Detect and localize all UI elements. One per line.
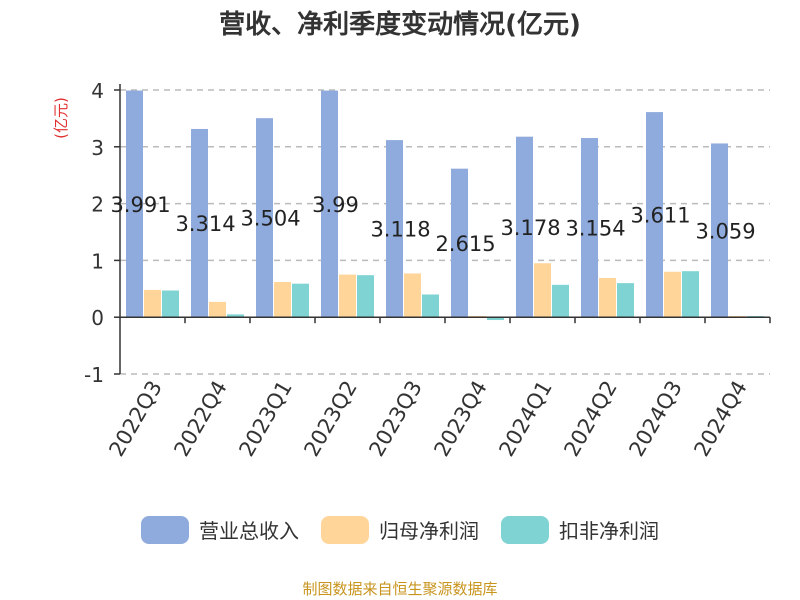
legend-swatch — [141, 515, 189, 544]
bar-revenue — [386, 140, 403, 318]
x-tick-label: 2024Q4 — [689, 377, 751, 461]
y-tick-label: 3 — [91, 136, 104, 160]
x-tick-label: 2023Q1 — [234, 377, 296, 461]
bar-net-profit — [404, 273, 421, 318]
data-label-revenue: 2.615 — [435, 232, 495, 256]
bar-net-profit — [534, 263, 551, 318]
legend: 营业总收入 归母净利润 扣非净利润 — [0, 515, 800, 544]
bar-revenue — [191, 128, 208, 318]
bar-revenue — [126, 90, 143, 318]
data-label-revenue: 3.504 — [240, 207, 300, 231]
bar-deducted-net-profit — [292, 283, 309, 318]
legend-label: 扣非净利润 — [559, 519, 659, 543]
x-tick-label: 2024Q3 — [624, 377, 686, 461]
legend-item[interactable]: 营业总收入 — [141, 515, 299, 544]
x-tick-label: 2023Q3 — [364, 377, 426, 461]
bar-net-profit — [339, 274, 356, 318]
legend-item[interactable]: 扣非净利润 — [501, 515, 659, 544]
bar-revenue — [646, 112, 663, 318]
bar-deducted-net-profit — [227, 314, 244, 318]
x-tick-label: 2024Q1 — [494, 377, 556, 461]
x-tick-label: 2023Q4 — [429, 377, 491, 461]
y-axis-title: (亿元) — [52, 97, 70, 139]
legend-label: 营业总收入 — [199, 519, 299, 543]
bars — [126, 90, 764, 321]
bar-net-profit — [599, 278, 616, 318]
legend-swatch — [321, 515, 369, 544]
bar-revenue — [451, 168, 468, 318]
bar-deducted-net-profit — [162, 290, 179, 318]
x-tick-label: 2023Q2 — [299, 377, 361, 461]
bar-revenue — [581, 138, 598, 318]
data-label-revenue: 3.611 — [630, 204, 690, 228]
y-tick-label: 2 — [91, 193, 104, 217]
data-label-revenue: 3.178 — [500, 216, 560, 240]
x-tick-label: 2022Q3 — [104, 377, 166, 461]
data-label-revenue: 3.118 — [370, 218, 430, 242]
bar-deducted-net-profit — [682, 271, 699, 318]
data-label-revenue: 3.991 — [110, 193, 170, 217]
y-tick-label: 0 — [91, 306, 104, 330]
bar-net-profit — [209, 301, 226, 318]
bar-deducted-net-profit — [422, 294, 439, 318]
y-tick-label: 1 — [91, 249, 104, 273]
bar-deducted-net-profit — [552, 284, 569, 318]
legend-item[interactable]: 归母净利润 — [321, 515, 479, 544]
bar-deducted-net-profit — [487, 317, 504, 321]
source-note: 制图数据来自恒生聚源数据库 — [302, 580, 498, 598]
bar-revenue — [256, 118, 273, 318]
legend-label: 归母净利润 — [379, 519, 479, 543]
bar-deducted-net-profit — [617, 283, 634, 318]
bar-net-profit — [664, 271, 681, 318]
x-tick-label: 2022Q4 — [169, 377, 231, 461]
x-tick-label: 2024Q2 — [559, 377, 621, 461]
data-label-revenue: 3.314 — [175, 212, 235, 236]
legend-swatch — [501, 515, 549, 544]
bar-net-profit — [274, 281, 291, 318]
data-label-revenue: 3.154 — [565, 217, 625, 241]
bar-net-profit — [144, 289, 161, 318]
data-label-revenue: 3.059 — [695, 219, 755, 243]
data-label-revenue: 3.99 — [312, 193, 359, 217]
y-tick-label: 4 — [91, 79, 104, 103]
y-tick-label: -1 — [84, 363, 104, 387]
bar-revenue — [321, 90, 338, 318]
chart-title: 营收、净利季度变动情况(亿元) — [219, 10, 581, 40]
bar-revenue — [516, 136, 533, 318]
bar-revenue — [711, 143, 728, 318]
bar-deducted-net-profit — [357, 275, 374, 318]
